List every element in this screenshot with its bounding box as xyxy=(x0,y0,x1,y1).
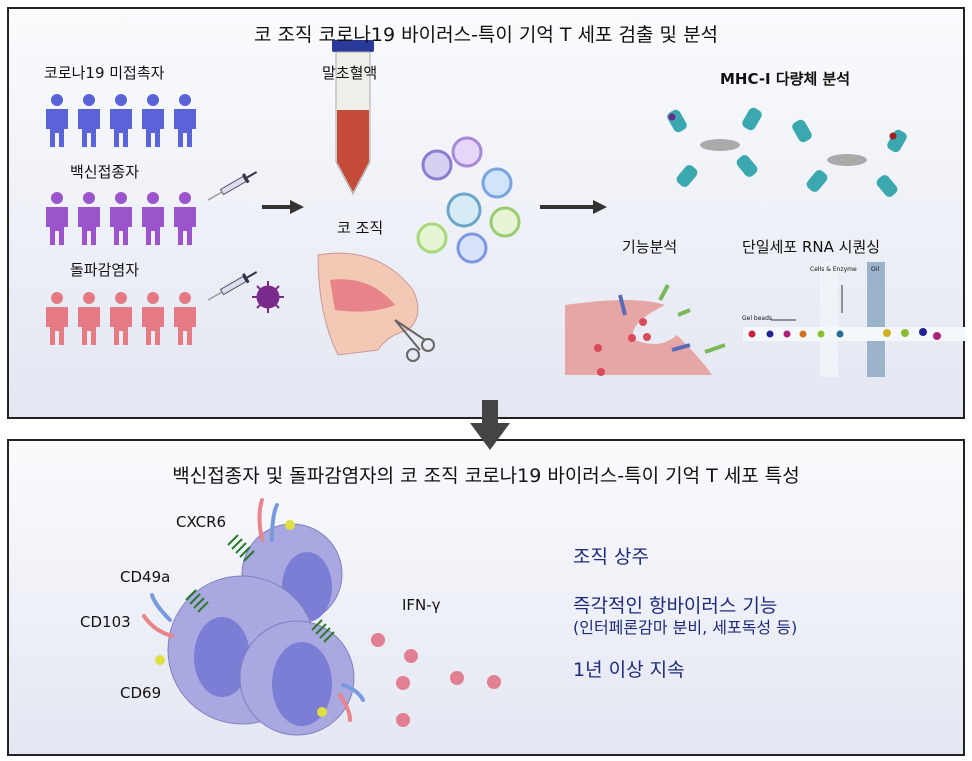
immune-cells-image xyxy=(416,136,521,264)
top-panel-title: 코 조직 코로나19 바이러스-특이 기억 T 세포 검출 및 분석 xyxy=(253,24,719,46)
group-label-vaccinated: 백신접종자 xyxy=(70,163,140,181)
analysis-label-mhc: MHC-I 다량체 분석 xyxy=(720,70,851,88)
feature-antiviral-detail: (인터페론감마 분비, 세포독성 등) xyxy=(573,618,798,637)
arrow-down-icon xyxy=(470,400,510,450)
group-breakthrough-people xyxy=(46,292,196,345)
sample-label-nose: 코 조직 xyxy=(337,219,384,237)
analysis-label-function: 기능분석 xyxy=(622,238,678,256)
marker-label-cd49a: CD49a xyxy=(120,568,171,586)
bottom-panel-title: 백신접종자 및 돌파감염자의 코 조직 코로나19 바이러스-특이 기억 T 세… xyxy=(172,465,800,487)
sample-label-blood: 말초혈액 xyxy=(322,64,378,82)
feature-tissue-resident: 조직 상주 xyxy=(573,546,649,568)
arrow-right-icon xyxy=(540,200,607,214)
marker-label-cd69: CD69 xyxy=(120,684,162,702)
memory-t-cells-image xyxy=(142,498,365,736)
group-unexposed-people xyxy=(46,94,196,147)
marker-label-cd103: CD103 xyxy=(80,613,131,631)
group-label-breakthrough: 돌파감염자 xyxy=(70,261,140,279)
ifn-gamma-molecules xyxy=(371,633,501,727)
blood-tube-icon xyxy=(332,40,374,196)
feature-antiviral: 즉각적인 항바이러스 기능 xyxy=(573,595,778,617)
syringe-icon xyxy=(204,266,261,306)
syringe-icon xyxy=(204,166,261,206)
bottom-panel xyxy=(7,439,965,756)
marker-label-cxcr6: CXCR6 xyxy=(176,513,227,531)
virus-icon xyxy=(252,281,284,313)
functional-assay-image xyxy=(565,284,726,376)
top-panel xyxy=(7,7,965,419)
mhc-multimer-image xyxy=(667,107,907,197)
feature-persistence: 1년 이상 지속 xyxy=(573,659,685,681)
scrna-oil-label: Oil xyxy=(871,266,880,273)
scrna-beads-label: Gel beads xyxy=(742,315,773,322)
cytokine-label: IFN-γ xyxy=(402,596,441,614)
nose-tissue-image xyxy=(317,252,435,362)
group-label-unexposed: 코로나19 미접촉자 xyxy=(44,64,165,82)
group-vaccinated-people xyxy=(46,192,196,245)
arrow-right-icon xyxy=(262,200,304,214)
scrna-cells-label: Cells & Enzyme xyxy=(810,266,857,273)
analysis-label-scrna: 단일세포 RNA 시퀀싱 xyxy=(742,238,881,256)
single-cell-rna-seq-image xyxy=(743,262,965,377)
